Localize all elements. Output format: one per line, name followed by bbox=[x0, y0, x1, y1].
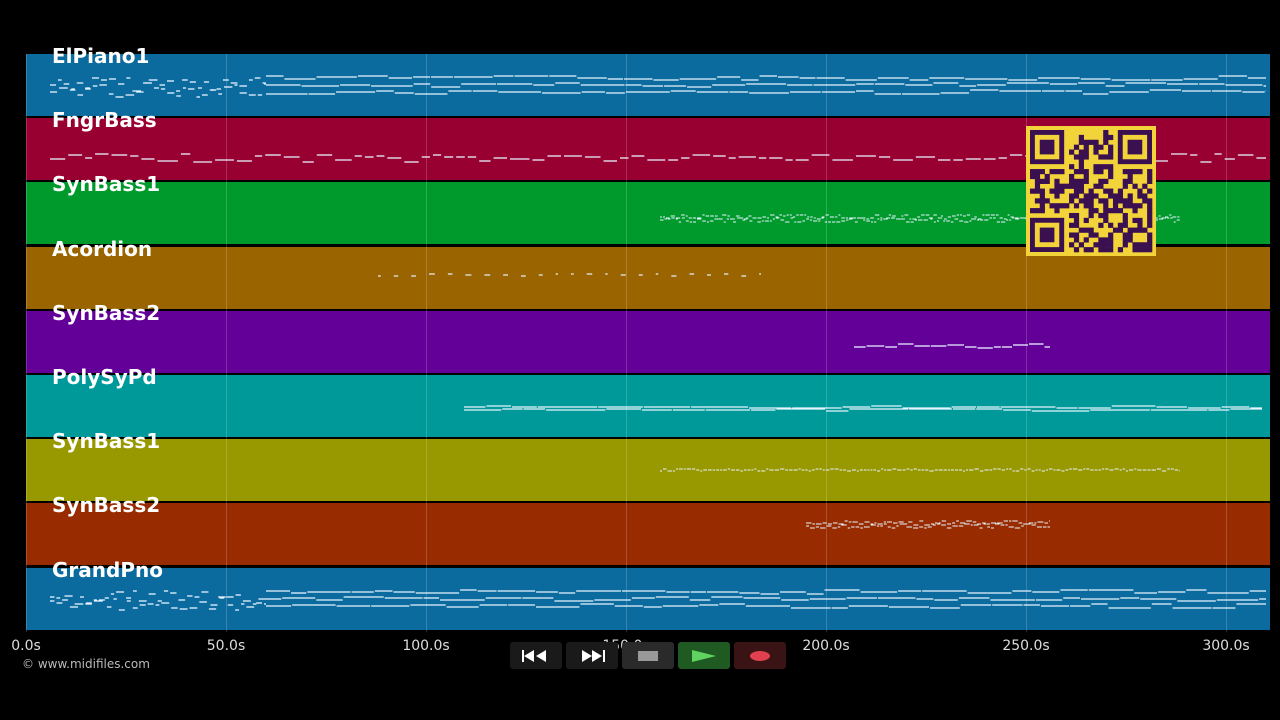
tick-label: 250.0s bbox=[1002, 638, 1050, 654]
grid-line bbox=[226, 54, 227, 632]
note-lane bbox=[50, 153, 1266, 163]
copyright-text: © www.midifiles.com bbox=[22, 657, 150, 671]
track-label: ElPiano1 bbox=[52, 44, 150, 68]
tick-label: 0.0s bbox=[11, 638, 41, 654]
grid-line bbox=[826, 54, 827, 632]
note-lane bbox=[806, 520, 1050, 529]
track-elpiano1[interactable]: ElPiano1 bbox=[26, 44, 1270, 116]
track-synbass1-2[interactable]: SynBass1 bbox=[26, 429, 1270, 502]
stop-button[interactable] bbox=[622, 642, 674, 669]
rewind-icon bbox=[522, 649, 546, 662]
tick-label: 50.0s bbox=[206, 638, 246, 654]
grid-line bbox=[626, 54, 627, 632]
grid-line bbox=[26, 54, 27, 632]
track-synbass2[interactable]: SynBass2 bbox=[26, 301, 1270, 373]
track-label: SynBass2 bbox=[52, 300, 161, 325]
track-label: SynBass1 bbox=[52, 429, 161, 454]
note-lane bbox=[660, 468, 1180, 472]
note-lane bbox=[854, 343, 1050, 349]
track-label: SynBass2 bbox=[52, 493, 161, 518]
note-lane bbox=[378, 272, 761, 277]
track-polysypd[interactable]: PolySyPd bbox=[26, 365, 1270, 437]
qr-code bbox=[1026, 126, 1156, 256]
track-acordion[interactable]: Acordion bbox=[26, 237, 1270, 309]
stop-icon bbox=[638, 650, 658, 661]
play-icon bbox=[692, 649, 716, 662]
rewind-button[interactable] bbox=[510, 642, 562, 669]
note-lane bbox=[464, 405, 1262, 412]
tick-label: 200.0s bbox=[802, 638, 850, 654]
note-lane bbox=[50, 588, 1266, 611]
grid-line bbox=[1226, 54, 1227, 632]
record-button[interactable] bbox=[734, 642, 786, 669]
track-label: SynBass1 bbox=[52, 172, 161, 197]
track-label: FngrBass bbox=[52, 108, 157, 133]
track-label: Acordion bbox=[52, 236, 153, 261]
tick-label: 300.0s bbox=[1202, 638, 1250, 654]
note-lane bbox=[50, 75, 1266, 98]
transport-controls bbox=[510, 642, 786, 669]
track-label: PolySyPd bbox=[52, 365, 157, 389]
grid-line bbox=[426, 54, 427, 632]
fast-forward-button[interactable] bbox=[566, 642, 618, 669]
grid-line bbox=[1026, 54, 1027, 632]
track-grandpno[interactable]: GrandPno bbox=[26, 558, 1270, 630]
play-button[interactable] bbox=[678, 642, 730, 669]
track-label: GrandPno bbox=[52, 557, 163, 582]
tick-label: 100.0s bbox=[402, 638, 450, 654]
fast-forward-icon bbox=[582, 649, 605, 662]
track-synbass2-2[interactable]: SynBass2 bbox=[26, 493, 1270, 566]
record-icon bbox=[750, 650, 770, 661]
